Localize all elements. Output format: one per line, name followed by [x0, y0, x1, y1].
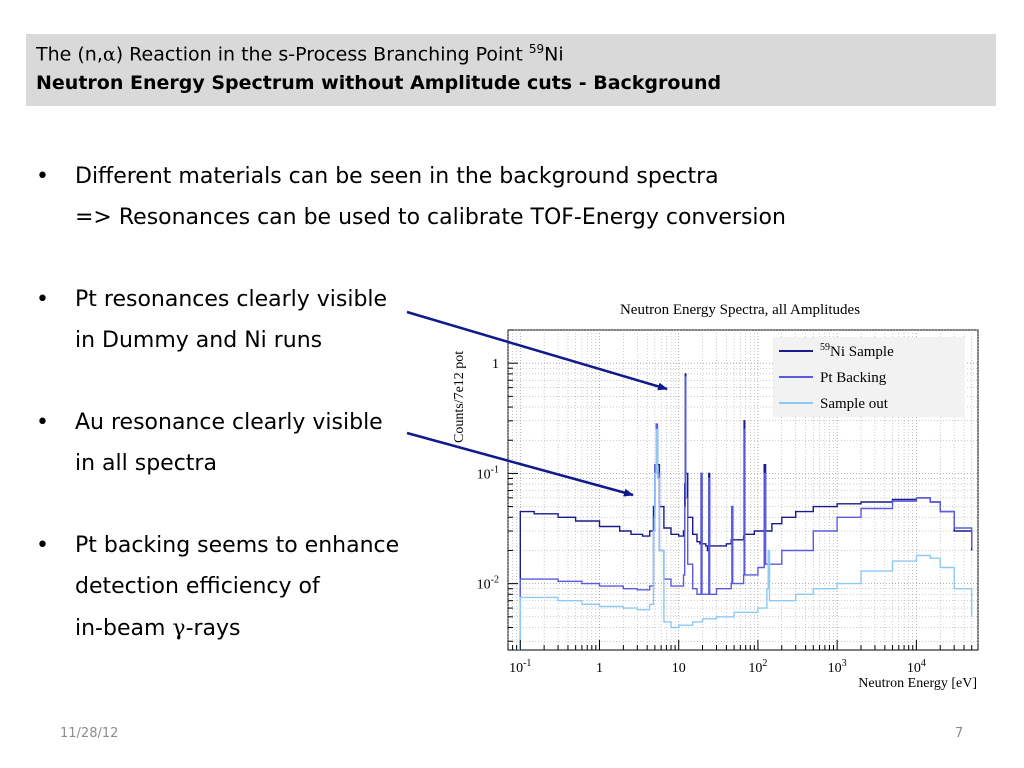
arrow-au-resonance — [406, 431, 634, 497]
x-tick-exponent: -1 — [523, 658, 531, 669]
y-tick-label: 10-1 — [477, 464, 499, 482]
title-sup: 59 — [528, 42, 545, 56]
title-bar: The (n,α) Reaction in the s-Process Bran… — [26, 34, 996, 106]
legend-label: Pt Backing — [820, 370, 887, 386]
slide-subtitle: Neutron Energy Spectrum without Amplitud… — [36, 72, 722, 94]
title-prefix: The (n, — [36, 43, 103, 66]
x-tick-label: 1 — [596, 661, 603, 676]
x-tick-exponent: 2 — [762, 658, 767, 669]
title-mid: ) Reaction in the s-Process Branching Po… — [115, 43, 529, 66]
slide-title: The (n,α) Reaction in the s-Process Bran… — [36, 42, 564, 65]
page-number: 7 — [955, 726, 964, 741]
x-tick-label: 102 — [748, 658, 767, 676]
y-tick-label: 1 — [492, 357, 499, 372]
y-tick-exponent: -2 — [491, 575, 499, 586]
chart-title: Neutron Energy Spectra, all Amplitudes — [620, 302, 860, 318]
x-tick-label: 103 — [828, 658, 847, 676]
title-alpha: α — [102, 43, 116, 66]
title-suffix: Ni — [544, 43, 564, 66]
x-tick-exponent: 3 — [842, 658, 847, 669]
legend-label: Sample out — [820, 396, 889, 412]
footer-date: 11/28/12 — [60, 726, 119, 741]
chart-legend: 59Ni Sample Pt Backing Sample out — [773, 337, 965, 417]
x-tick-label: 10 — [672, 661, 686, 676]
x-tick-label: 10-1 — [509, 658, 531, 676]
series-lines — [514, 373, 973, 650]
y-axis-label: Counts/7e12 pot — [452, 351, 467, 443]
y-tick-label: 10-2 — [477, 575, 499, 593]
legend-label: 59Ni Sample — [820, 342, 894, 360]
x-axis-label: Neutron Energy [eV] — [858, 676, 977, 691]
series-line-3 — [514, 428, 973, 650]
legend-superscript: 59 — [820, 342, 830, 353]
x-tick-label: 104 — [907, 658, 926, 676]
y-tick-exponent: -1 — [491, 464, 499, 475]
x-tick-exponent: 4 — [921, 658, 926, 669]
arrow-pt-resonance — [406, 310, 668, 391]
legend-name: Ni Sample — [830, 344, 894, 360]
